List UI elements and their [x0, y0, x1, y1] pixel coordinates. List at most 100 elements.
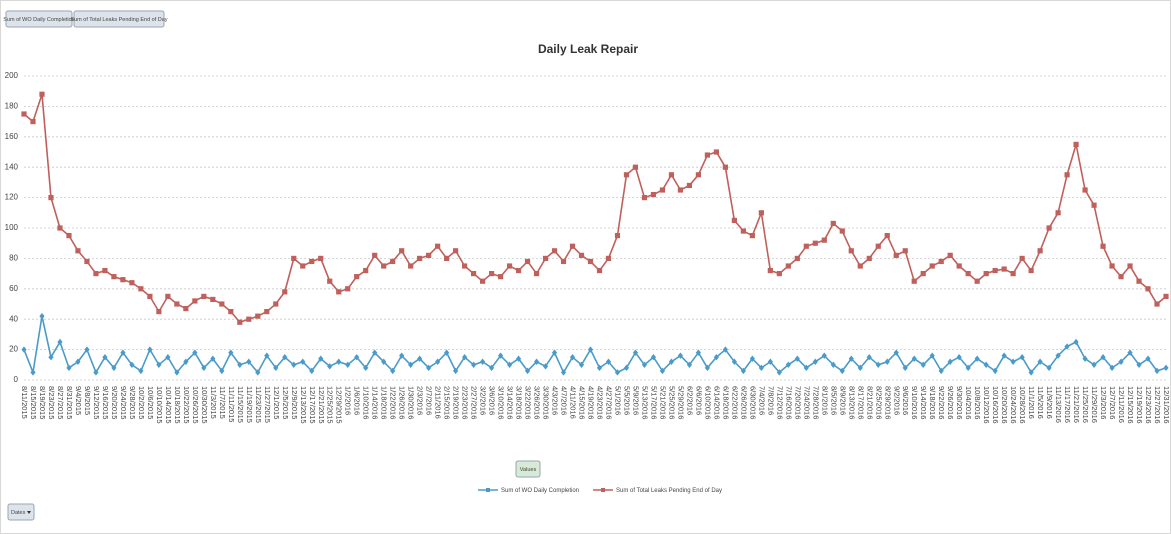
x-tick-label: 8/23/2015: [47, 386, 56, 419]
data-point: [920, 361, 926, 368]
data-point: [803, 243, 809, 249]
x-tick-label: 4/19/2016: [587, 386, 596, 419]
data-point: [479, 278, 486, 284]
data-point: [578, 361, 585, 368]
data-point: [884, 233, 890, 239]
x-tick-label: 4/7/2016: [560, 386, 569, 415]
legend-marker: [601, 488, 606, 492]
data-point: [1019, 255, 1025, 261]
data-point: [497, 352, 504, 359]
data-point: [488, 364, 495, 372]
x-tick-label: 4/27/2016: [605, 386, 614, 419]
y-tick-label: 40: [9, 314, 18, 323]
x-tick-label: 11/3/2015: [209, 386, 218, 419]
x-tick-label: 12/27/2016: [1153, 386, 1162, 424]
data-point: [183, 358, 189, 365]
data-point: [363, 364, 369, 372]
x-tick-label: 9/26/2016: [946, 386, 955, 419]
values-button[interactable]: [515, 460, 541, 478]
data-point: [1037, 248, 1043, 254]
data-point: [66, 364, 72, 372]
x-tick-label: 8/9/2016: [838, 386, 847, 415]
x-tick-label: 9/28/2015: [128, 386, 137, 419]
x-tick-label: 10/16/2016: [991, 386, 1000, 424]
data-point: [1100, 354, 1106, 361]
data-point: [848, 355, 854, 362]
data-point: [318, 255, 324, 261]
x-tick-label: 11/29/2016: [1090, 386, 1099, 423]
data-point: [1109, 364, 1115, 372]
data-point: [237, 361, 243, 368]
x-tick-label: 11/9/2016: [1045, 386, 1054, 419]
data-point: [174, 301, 180, 307]
data-point: [165, 293, 171, 299]
data-point: [785, 361, 791, 368]
data-point: [650, 354, 657, 361]
x-tick-label: 5/5/2016: [622, 386, 631, 415]
data-point: [372, 252, 378, 258]
data-point: [1028, 267, 1034, 274]
data-point: [66, 233, 72, 239]
data-point: [596, 267, 603, 274]
data-point: [965, 271, 971, 277]
data-point: [48, 195, 54, 201]
data-point: [435, 243, 441, 249]
x-tick-label: 8/1/2016: [820, 386, 829, 415]
x-tick-label: 10/26/2015: [191, 386, 200, 424]
data-point: [174, 369, 180, 376]
x-tick-label: 8/19/2015: [38, 386, 47, 419]
field-button[interactable]: [73, 10, 165, 28]
data-point: [1073, 141, 1079, 147]
x-tick-label: 10/2/2015: [137, 386, 146, 419]
data-point: [866, 354, 872, 361]
x-tick-label: 12/7/2016: [1108, 386, 1117, 419]
x-tick-label: 2/27/2016: [470, 386, 479, 419]
x-tick-label: 2/23/2016: [461, 386, 470, 419]
data-point: [623, 172, 630, 178]
data-point: [920, 271, 926, 277]
x-tick-label: 9/14/2016: [919, 386, 928, 419]
data-point: [569, 243, 576, 249]
x-tick-label: 3/10/2016: [497, 386, 506, 419]
legend-label: Sum of Total Leaks Pending End of Day: [616, 488, 722, 494]
data-point: [596, 364, 603, 372]
x-tick-label: 12/13/2015: [299, 386, 308, 424]
legend-marker: [486, 488, 490, 492]
data-point: [704, 364, 711, 372]
data-point: [803, 364, 809, 372]
data-point: [165, 354, 171, 361]
data-point: [336, 289, 342, 295]
x-tick-label: 3/26/2016: [533, 386, 542, 419]
axis-field-button[interactable]: [7, 503, 35, 521]
x-tick-label: 11/25/2016: [1081, 386, 1090, 423]
data-point: [911, 278, 917, 284]
data-point: [632, 349, 639, 356]
x-tick-label: 10/28/2016: [1018, 386, 1027, 424]
x-tick-label: 6/6/2016: [694, 386, 703, 415]
data-point: [749, 233, 755, 239]
data-point: [1046, 225, 1052, 231]
data-point: [830, 361, 836, 368]
data-point: [138, 286, 144, 292]
data-point: [956, 263, 962, 269]
y-tick-label: 60: [9, 284, 18, 293]
data-point: [138, 367, 144, 375]
data-point: [156, 361, 162, 368]
data-point: [381, 263, 387, 269]
x-tick-label: 7/4/2016: [757, 386, 766, 415]
x-tick-label: 10/6/2015: [146, 386, 155, 419]
data-point: [1001, 352, 1007, 359]
field-button-label: Sum of Total Leaks Pending End of Day: [70, 17, 167, 23]
x-tick-label: 4/11/2016: [569, 386, 578, 419]
data-point: [219, 367, 225, 375]
x-tick-label: 8/31/2015: [65, 386, 74, 419]
field-button[interactable]: [5, 10, 73, 28]
x-tick-label: 9/22/2016: [937, 386, 946, 419]
x-tick-label: 12/17/2015: [308, 386, 317, 424]
y-tick-label: 0: [14, 375, 19, 384]
data-point: [75, 248, 81, 254]
y-tick-label: 140: [5, 162, 19, 171]
data-point: [515, 267, 522, 274]
data-point: [417, 255, 423, 261]
data-point: [1118, 274, 1124, 280]
